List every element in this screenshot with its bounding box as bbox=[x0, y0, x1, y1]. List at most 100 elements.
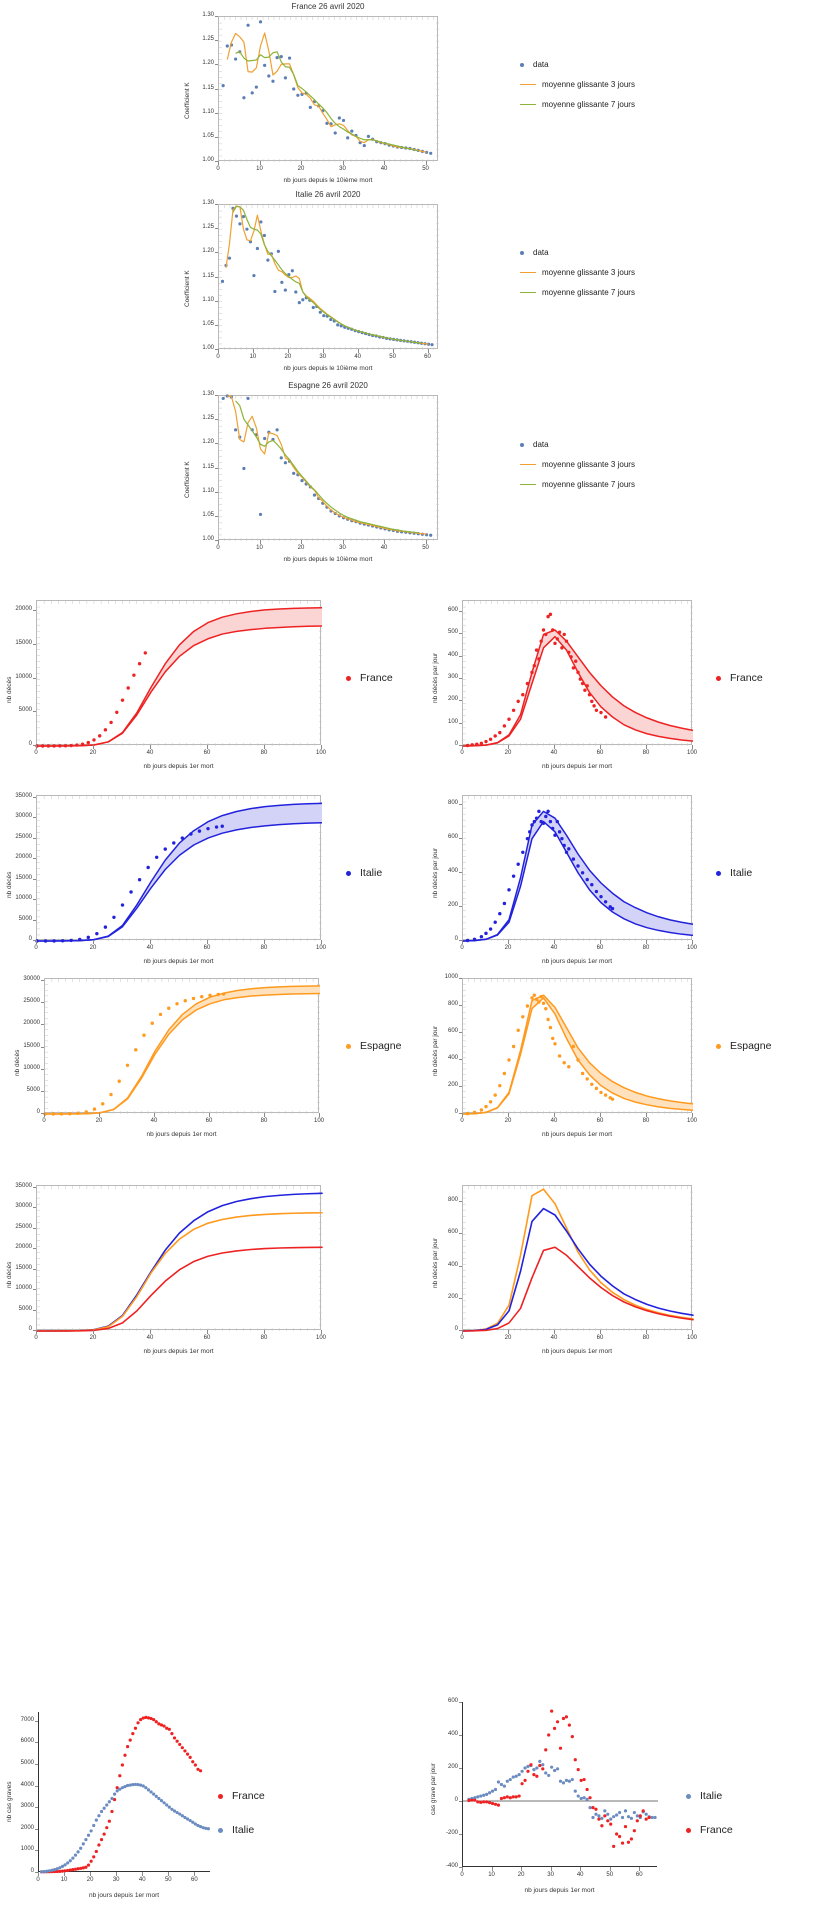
legend-daily-espagne: Espagne bbox=[716, 1040, 771, 1074]
ytick bbox=[458, 1330, 462, 1331]
data-dot-icon bbox=[520, 442, 524, 447]
xtick bbox=[64, 1872, 65, 1876]
france-dot-icon bbox=[686, 1827, 691, 1833]
xtick bbox=[580, 1867, 581, 1871]
legend-line-icon bbox=[520, 463, 536, 466]
xtick bbox=[321, 1330, 322, 1334]
ytick-label: 15000 bbox=[15, 639, 32, 646]
legend-k-france: data moyenne glissante 3 jours moyenne gli… bbox=[520, 60, 635, 120]
ytick-label: 1.05 bbox=[202, 511, 214, 518]
xtick bbox=[150, 940, 151, 944]
chart-cas-graves-daily: 0 10 20 30 40 50 60 -400 -200 0 200 400 600 nb jours … bbox=[420, 1698, 825, 1905]
xtick bbox=[462, 1113, 463, 1117]
ytick-label: 6000 bbox=[20, 1738, 34, 1745]
legend-item: Espagne bbox=[346, 1040, 401, 1052]
xtick bbox=[116, 1872, 117, 1876]
ytick bbox=[214, 443, 218, 445]
ytick bbox=[34, 1785, 38, 1787]
ytick-label: 1.15 bbox=[202, 84, 214, 91]
ytick-label: 800 bbox=[447, 1001, 458, 1007]
xtick-label: 0 bbox=[460, 1117, 464, 1124]
ytick-label: 1.30 bbox=[202, 200, 214, 206]
xtick bbox=[508, 1113, 509, 1117]
ytick-label: 5000 bbox=[20, 1759, 34, 1766]
legend-item: moyenne glissante 3 jours bbox=[520, 268, 635, 277]
xtick bbox=[218, 349, 219, 353]
ytick bbox=[214, 204, 218, 205]
ytick-label: 3000 bbox=[20, 1803, 34, 1810]
ytick bbox=[458, 803, 462, 805]
xtick-label: 60 bbox=[205, 1117, 213, 1124]
ytick bbox=[458, 978, 462, 979]
xtick bbox=[321, 745, 322, 749]
y-axis-label-daily-france: nb décès par jour bbox=[432, 652, 439, 703]
ytick bbox=[458, 655, 462, 657]
ytick bbox=[40, 1002, 44, 1004]
xtick bbox=[646, 1330, 647, 1334]
legend-label: moyenne glissante 3 jours bbox=[542, 268, 635, 277]
x-axis-label-cum-italie: nb jours depuis 1er mort bbox=[143, 958, 214, 965]
y-axis-label-daily-italie: nb décès par jour bbox=[432, 847, 439, 898]
xtick-label: 50 bbox=[606, 1871, 614, 1878]
xtick bbox=[646, 940, 647, 944]
ytick-label: 25000 bbox=[15, 1223, 32, 1230]
italie-dot-icon bbox=[716, 870, 721, 876]
xtick bbox=[150, 1330, 151, 1334]
xtick bbox=[93, 1330, 94, 1334]
xtick bbox=[38, 1872, 39, 1876]
y-axis-label-k-france: Coefficient K bbox=[184, 81, 191, 119]
xtick bbox=[287, 349, 289, 353]
data-dot-icon bbox=[520, 62, 524, 67]
xtick-label: 60 bbox=[596, 944, 604, 951]
legend-label: moyenne glissante 7 jours bbox=[542, 100, 635, 109]
ytick-label: 25000 bbox=[15, 833, 32, 840]
xtick bbox=[384, 161, 385, 165]
xtick-label: 0 bbox=[460, 1334, 464, 1341]
plot-svg-k-espagne bbox=[219, 394, 439, 541]
legend-label: Espagne bbox=[360, 1040, 402, 1052]
y-axis-label-cum-italie: nb décès bbox=[6, 871, 13, 898]
x-axis-label-k-espagne: nb jours depuis le 10ième mort bbox=[283, 556, 373, 563]
legend-item: France bbox=[686, 1824, 733, 1836]
ytick bbox=[32, 1268, 36, 1270]
ytick bbox=[214, 515, 218, 517]
ytick bbox=[458, 1801, 462, 1802]
xtick-label: 20 bbox=[504, 1117, 512, 1124]
xtick-label: 20 bbox=[297, 165, 305, 172]
ytick-label: 1.25 bbox=[202, 36, 214, 43]
ytick bbox=[34, 1828, 38, 1830]
xtick bbox=[600, 940, 601, 944]
legend-label: moyenne glissante 3 jours bbox=[542, 80, 635, 89]
ytick bbox=[34, 1807, 38, 1808]
xtick-label: 50 bbox=[422, 544, 429, 551]
ytick bbox=[32, 919, 36, 921]
legend-line-icon bbox=[520, 103, 536, 106]
plot-area-k-italie bbox=[218, 204, 439, 350]
plot-area-cum-espagne bbox=[43, 978, 321, 1116]
ytick bbox=[214, 64, 218, 66]
xtick bbox=[301, 161, 302, 165]
xtick-label: 0 bbox=[42, 1117, 46, 1124]
ytick-label: 0 bbox=[28, 936, 32, 942]
ytick bbox=[32, 1187, 36, 1188]
ytick-label: 400 bbox=[447, 867, 458, 874]
ytick-label: 1.15 bbox=[202, 272, 214, 279]
xtick bbox=[342, 540, 344, 544]
chart-title-k-italie: Italie 26 avril 2020 bbox=[295, 190, 361, 199]
ytick bbox=[32, 610, 36, 611]
legend-label: moyenne glissante 7 jours bbox=[542, 288, 635, 297]
ytick bbox=[458, 1086, 462, 1087]
ytick-label: 0 bbox=[30, 1868, 34, 1874]
ytick bbox=[32, 711, 36, 712]
legend-label: France bbox=[360, 672, 393, 684]
xtick-label: 0 bbox=[36, 1876, 40, 1883]
legend-item: France bbox=[218, 1790, 265, 1802]
legend-label: moyenne glissante 3 jours bbox=[542, 460, 635, 469]
legend-k-espagne: data moyenne glissante 3 jours moyenne gli… bbox=[520, 440, 635, 500]
ytick-label: 0 bbox=[36, 1109, 40, 1115]
xtick-label: 20 bbox=[504, 1334, 512, 1341]
ytick bbox=[32, 817, 36, 819]
xtick-label: 80 bbox=[642, 1334, 650, 1341]
xtick bbox=[692, 1330, 693, 1334]
ytick-label: 1.20 bbox=[202, 439, 214, 446]
